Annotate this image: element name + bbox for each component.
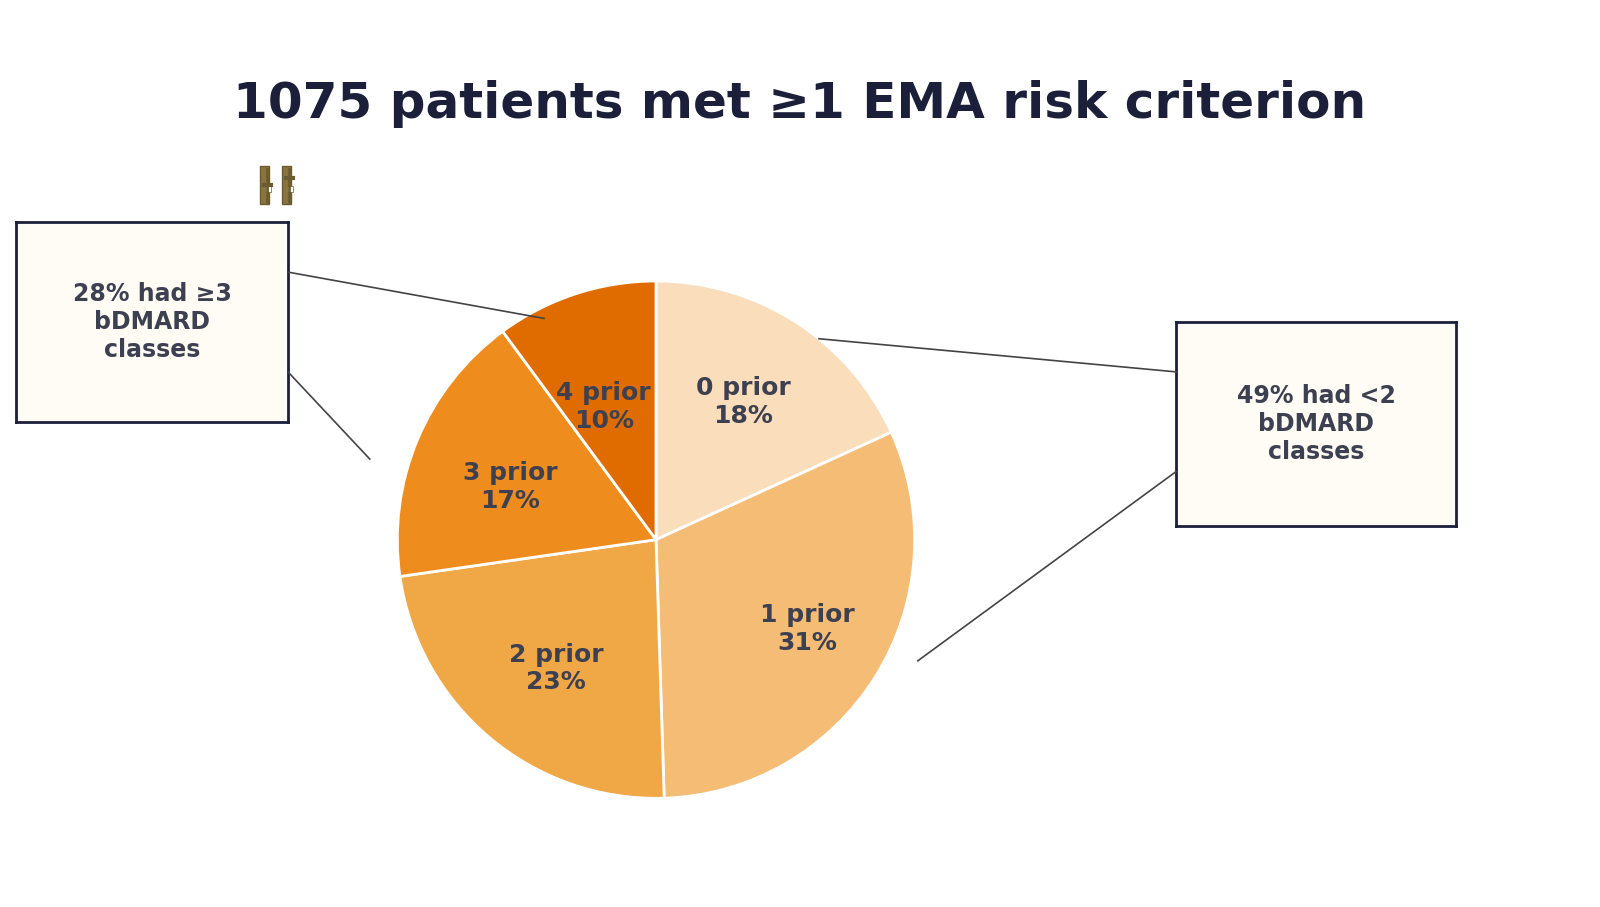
Text: No. of prior distinct classes of bDMARD: No. of prior distinct classes of bDMARD <box>515 172 1101 198</box>
Bar <box>282 166 291 204</box>
Text: 28% had ≥3
bDMARD
classes: 28% had ≥3 bDMARD classes <box>72 282 232 362</box>
Text: 4 prior
10%: 4 prior 10% <box>557 382 651 434</box>
Text: 49% had <2
bDMARD
classes: 49% had <2 bDMARD classes <box>1237 385 1395 463</box>
Text: 2 prior
23%: 2 prior 23% <box>509 642 603 695</box>
Text: 1075 patients met ≥1 EMA risk criterion: 1075 patients met ≥1 EMA risk criterion <box>234 81 1366 128</box>
Wedge shape <box>400 540 664 798</box>
Bar <box>259 166 269 204</box>
Bar <box>266 187 270 192</box>
Text: 0 prior
18%: 0 prior 18% <box>696 376 790 428</box>
Wedge shape <box>656 433 915 798</box>
Wedge shape <box>656 281 891 540</box>
Bar <box>288 187 293 192</box>
Text: RESULTS: RESULTS <box>1360 43 1496 71</box>
Wedge shape <box>397 331 656 577</box>
Text: 3 prior
17%: 3 prior 17% <box>462 461 557 513</box>
Wedge shape <box>502 281 656 540</box>
Text: 1 prior
31%: 1 prior 31% <box>760 603 854 655</box>
